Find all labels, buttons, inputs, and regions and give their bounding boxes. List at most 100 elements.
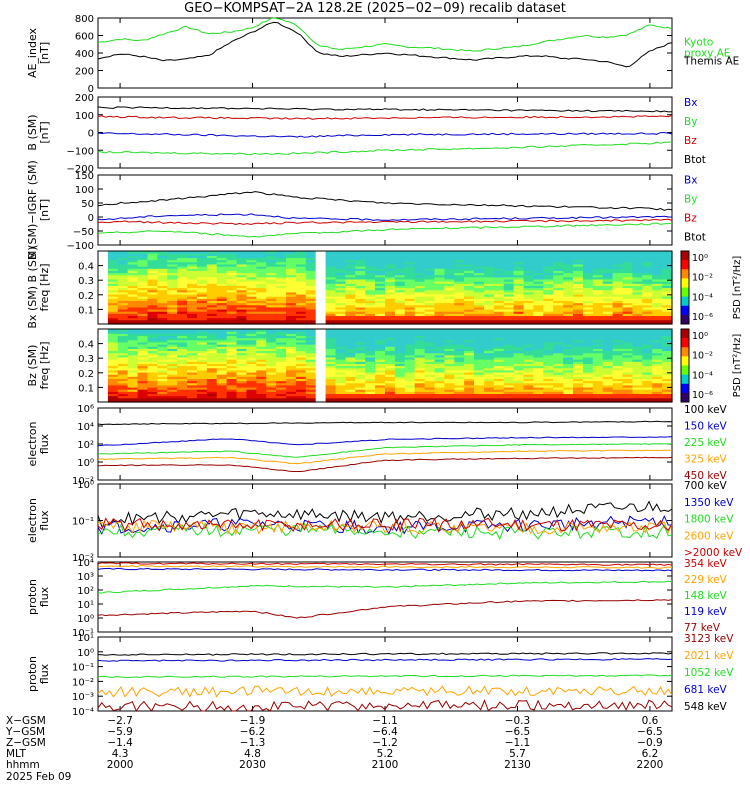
heatmap-cell — [266, 341, 277, 345]
heatmap-cell — [365, 317, 376, 321]
legend-entry: >2000 keV — [684, 547, 743, 559]
heatmap-cell — [602, 393, 614, 397]
heatmap-cell — [246, 341, 257, 345]
heatmap-cell — [394, 283, 406, 286]
heatmap-cell — [345, 278, 356, 282]
heatmap-cell — [444, 369, 455, 373]
heatmap-cell — [137, 346, 149, 349]
heatmap-cell — [157, 361, 168, 364]
heatmap-cell — [236, 382, 248, 386]
heatmap-cell — [236, 389, 248, 392]
heatmap-cell — [513, 268, 525, 271]
heatmap-cell — [196, 382, 208, 386]
heatmap-cell — [533, 386, 544, 390]
heatmap-cell — [414, 344, 426, 347]
heatmap-cell — [582, 382, 594, 386]
heatmap-cell — [187, 298, 198, 301]
heatmap-cell — [295, 313, 307, 317]
heatmap-cell — [533, 363, 544, 367]
heatmap-cell — [127, 367, 139, 371]
heatmap-cell — [474, 359, 485, 362]
heatmap-cell — [662, 335, 673, 339]
heatmap-cell — [464, 391, 475, 395]
heatmap-cell — [503, 296, 515, 299]
heatmap-cell — [573, 354, 584, 358]
y-axis-label: [nT] — [38, 42, 51, 64]
heatmap-cell — [266, 304, 277, 308]
heatmap-cell — [503, 272, 515, 276]
heatmap-cell — [375, 365, 386, 369]
heatmap-cell — [434, 371, 445, 375]
heatmap-cell — [662, 266, 673, 269]
heatmap-cell — [375, 263, 386, 267]
heatmap-cell — [533, 293, 544, 297]
heatmap-cell — [236, 356, 248, 360]
heatmap-cell — [375, 311, 386, 314]
heatmap-cell — [315, 371, 327, 375]
heatmap-cell — [523, 346, 535, 349]
heatmap-cell — [216, 341, 228, 345]
heatmap-cell — [424, 253, 436, 256]
heatmap-cell — [543, 350, 554, 354]
legend-entry: 1052 keV — [684, 667, 734, 679]
heatmap-cell — [226, 374, 238, 377]
heatmap-cell — [444, 255, 455, 259]
bsm-frame — [97, 96, 673, 169]
heatmap-cell — [602, 395, 614, 399]
heatmap-cell — [523, 361, 535, 364]
heatmap-cell — [493, 341, 505, 345]
heatmap-cell — [305, 359, 317, 362]
heatmap-cell — [276, 266, 287, 269]
heatmap-cell — [652, 266, 663, 269]
heatmap-cell — [286, 339, 297, 343]
heatmap-cell — [315, 296, 327, 299]
heatmap-cell — [483, 257, 495, 261]
heatmap-cell — [286, 257, 297, 261]
heatmap-cell — [483, 341, 495, 345]
heatmap-cell — [543, 261, 554, 265]
heatmap-cell — [573, 259, 584, 263]
heatmap-cell — [325, 317, 337, 321]
heatmap-cell — [424, 315, 436, 319]
heatmap-cell — [543, 339, 554, 343]
heatmap-cell — [454, 283, 465, 286]
heatmap-cell — [493, 263, 505, 267]
heatmap-cell — [533, 382, 544, 386]
legend-entry: 450 keV — [684, 470, 728, 482]
heatmap-cell — [434, 359, 445, 362]
heatmap-cell — [652, 363, 663, 367]
heatmap-cell — [394, 308, 406, 312]
heatmap-cell — [622, 341, 634, 345]
heatmap-cell — [523, 371, 535, 375]
heatmap-cell — [394, 386, 406, 390]
heatmap-cell — [592, 285, 604, 289]
heatmap-cell — [167, 321, 178, 325]
heatmap-cell — [414, 363, 426, 367]
heatmap-cell — [642, 313, 653, 317]
heatmap-cell — [483, 348, 495, 352]
heatmap-cell — [622, 289, 634, 293]
heatmap-cell — [662, 268, 673, 271]
series-line-225-keV — [97, 443, 673, 458]
heatmap-cell — [365, 380, 376, 384]
series-line-Bx — [97, 213, 673, 221]
heatmap-cell — [375, 367, 386, 371]
heatmap-cell — [513, 281, 525, 284]
heatmap-cell — [196, 251, 208, 254]
heatmap-cell — [286, 306, 297, 310]
heatmap-cell — [553, 380, 564, 384]
heatmap-cell — [365, 283, 376, 286]
heatmap-cell — [464, 274, 475, 278]
heatmap-cell — [147, 289, 158, 293]
heatmap-cell — [107, 329, 119, 332]
heatmap-cell — [137, 296, 149, 299]
ephemeris-value: 0.6 — [642, 715, 659, 727]
heatmap-cell — [167, 317, 178, 321]
heatmap-cell — [325, 274, 337, 278]
heatmap-cell — [276, 308, 287, 312]
heatmap-cell — [404, 359, 416, 362]
heatmap-cell — [394, 289, 406, 293]
heatmap-cell — [602, 308, 614, 312]
heatmap-cell — [147, 272, 158, 276]
legend-entry: 2600 keV — [684, 530, 734, 542]
